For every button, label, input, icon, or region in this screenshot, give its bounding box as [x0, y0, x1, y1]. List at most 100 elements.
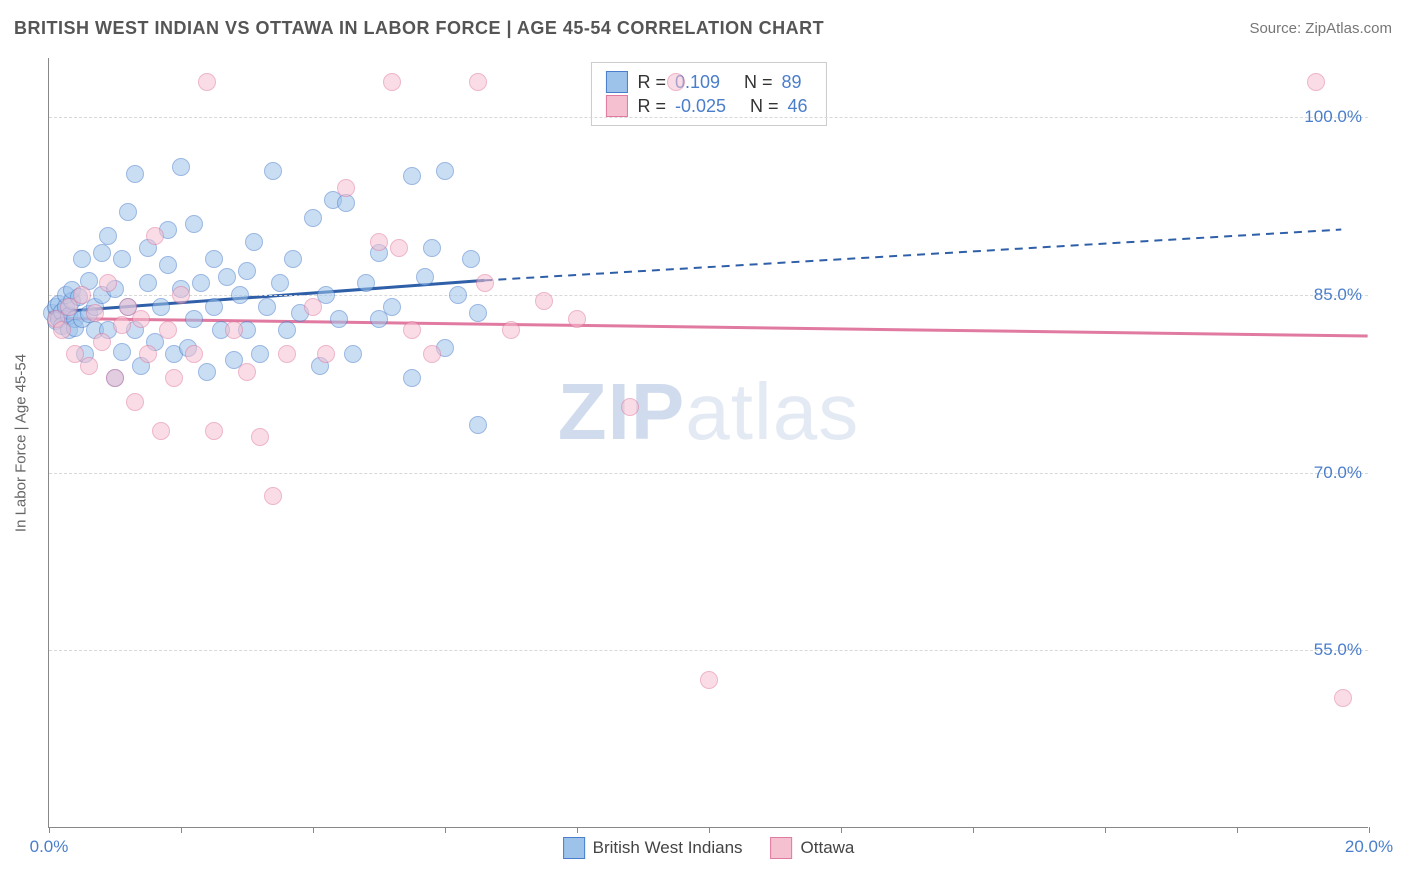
legend-swatch: [771, 837, 793, 859]
x-tick: [445, 827, 446, 833]
data-point: [621, 398, 639, 416]
data-point: [159, 321, 177, 339]
data-point: [502, 321, 520, 339]
data-point: [264, 487, 282, 505]
data-point: [403, 321, 421, 339]
data-point: [159, 256, 177, 274]
data-point: [370, 233, 388, 251]
x-tick-label: 20.0%: [1345, 837, 1393, 857]
data-point: [113, 343, 131, 361]
legend-n: N = 46: [740, 96, 812, 117]
data-point: [317, 345, 335, 363]
x-tick: [1105, 827, 1106, 833]
data-point: [126, 393, 144, 411]
data-point: [73, 286, 91, 304]
y-axis-label: In Labor Force | Age 45-54: [13, 353, 30, 531]
data-point: [284, 250, 302, 268]
x-tick: [973, 827, 974, 833]
data-point: [80, 357, 98, 375]
data-point: [476, 274, 494, 292]
x-tick-label: 0.0%: [30, 837, 69, 857]
data-point: [198, 73, 216, 91]
data-point: [469, 416, 487, 434]
data-point: [99, 274, 117, 292]
data-point: [264, 162, 282, 180]
x-tick: [1369, 827, 1370, 833]
data-point: [1334, 689, 1352, 707]
data-point: [119, 203, 137, 221]
data-point: [449, 286, 467, 304]
data-point: [423, 239, 441, 257]
data-point: [172, 286, 190, 304]
legend-top-row: R = 0.109 N = 89: [605, 71, 811, 93]
data-point: [667, 73, 685, 91]
data-point: [271, 274, 289, 292]
legend-r: R = -0.025: [637, 96, 730, 117]
data-point: [403, 369, 421, 387]
x-tick: [181, 827, 182, 833]
chart-title: BRITISH WEST INDIAN VS OTTAWA IN LABOR F…: [14, 18, 824, 39]
title-bar: BRITISH WEST INDIAN VS OTTAWA IN LABOR F…: [14, 18, 1392, 39]
data-point: [73, 250, 91, 268]
data-point: [93, 244, 111, 262]
data-point: [330, 310, 348, 328]
data-point: [205, 298, 223, 316]
data-point: [258, 298, 276, 316]
data-point: [462, 250, 480, 268]
data-point: [198, 363, 216, 381]
data-point: [126, 165, 144, 183]
data-point: [383, 73, 401, 91]
data-point: [469, 73, 487, 91]
gridline: [49, 650, 1368, 651]
data-point: [152, 298, 170, 316]
gridline: [49, 473, 1368, 474]
data-point: [304, 298, 322, 316]
legend-swatch: [563, 837, 585, 859]
legend-bottom-item: Ottawa: [771, 837, 855, 859]
gridline: [49, 117, 1368, 118]
legend-n: N = 89: [734, 72, 806, 93]
y-tick-label: 85.0%: [1314, 285, 1362, 305]
data-point: [238, 262, 256, 280]
legend-label: British West Indians: [593, 838, 743, 858]
data-point: [86, 304, 104, 322]
data-point: [132, 310, 150, 328]
y-tick-label: 70.0%: [1314, 463, 1362, 483]
data-point: [99, 227, 117, 245]
x-tick: [841, 827, 842, 833]
data-point: [390, 239, 408, 257]
y-tick-label: 100.0%: [1304, 107, 1362, 127]
data-point: [245, 233, 263, 251]
data-point: [231, 286, 249, 304]
data-point: [423, 345, 441, 363]
data-point: [251, 428, 269, 446]
data-point: [146, 227, 164, 245]
data-point: [344, 345, 362, 363]
data-point: [278, 321, 296, 339]
data-point: [93, 333, 111, 351]
data-point: [185, 345, 203, 363]
data-point: [251, 345, 269, 363]
x-tick: [1237, 827, 1238, 833]
data-point: [139, 274, 157, 292]
x-tick: [49, 827, 50, 833]
data-point: [357, 274, 375, 292]
legend-top-row: R = -0.025 N = 46: [605, 95, 811, 117]
legend-label: Ottawa: [801, 838, 855, 858]
data-point: [1307, 73, 1325, 91]
data-point: [469, 304, 487, 322]
scatter-plot: In Labor Force | Age 45-54 ZIPatlas R = …: [48, 58, 1368, 828]
x-tick: [313, 827, 314, 833]
data-point: [700, 671, 718, 689]
trend-lines: [49, 58, 1368, 827]
data-point: [436, 162, 454, 180]
data-point: [238, 363, 256, 381]
data-point: [139, 345, 157, 363]
data-point: [165, 369, 183, 387]
data-point: [403, 167, 421, 185]
legend-swatch: [605, 95, 627, 117]
data-point: [304, 209, 322, 227]
x-tick: [709, 827, 710, 833]
data-point: [53, 321, 71, 339]
data-point: [205, 422, 223, 440]
